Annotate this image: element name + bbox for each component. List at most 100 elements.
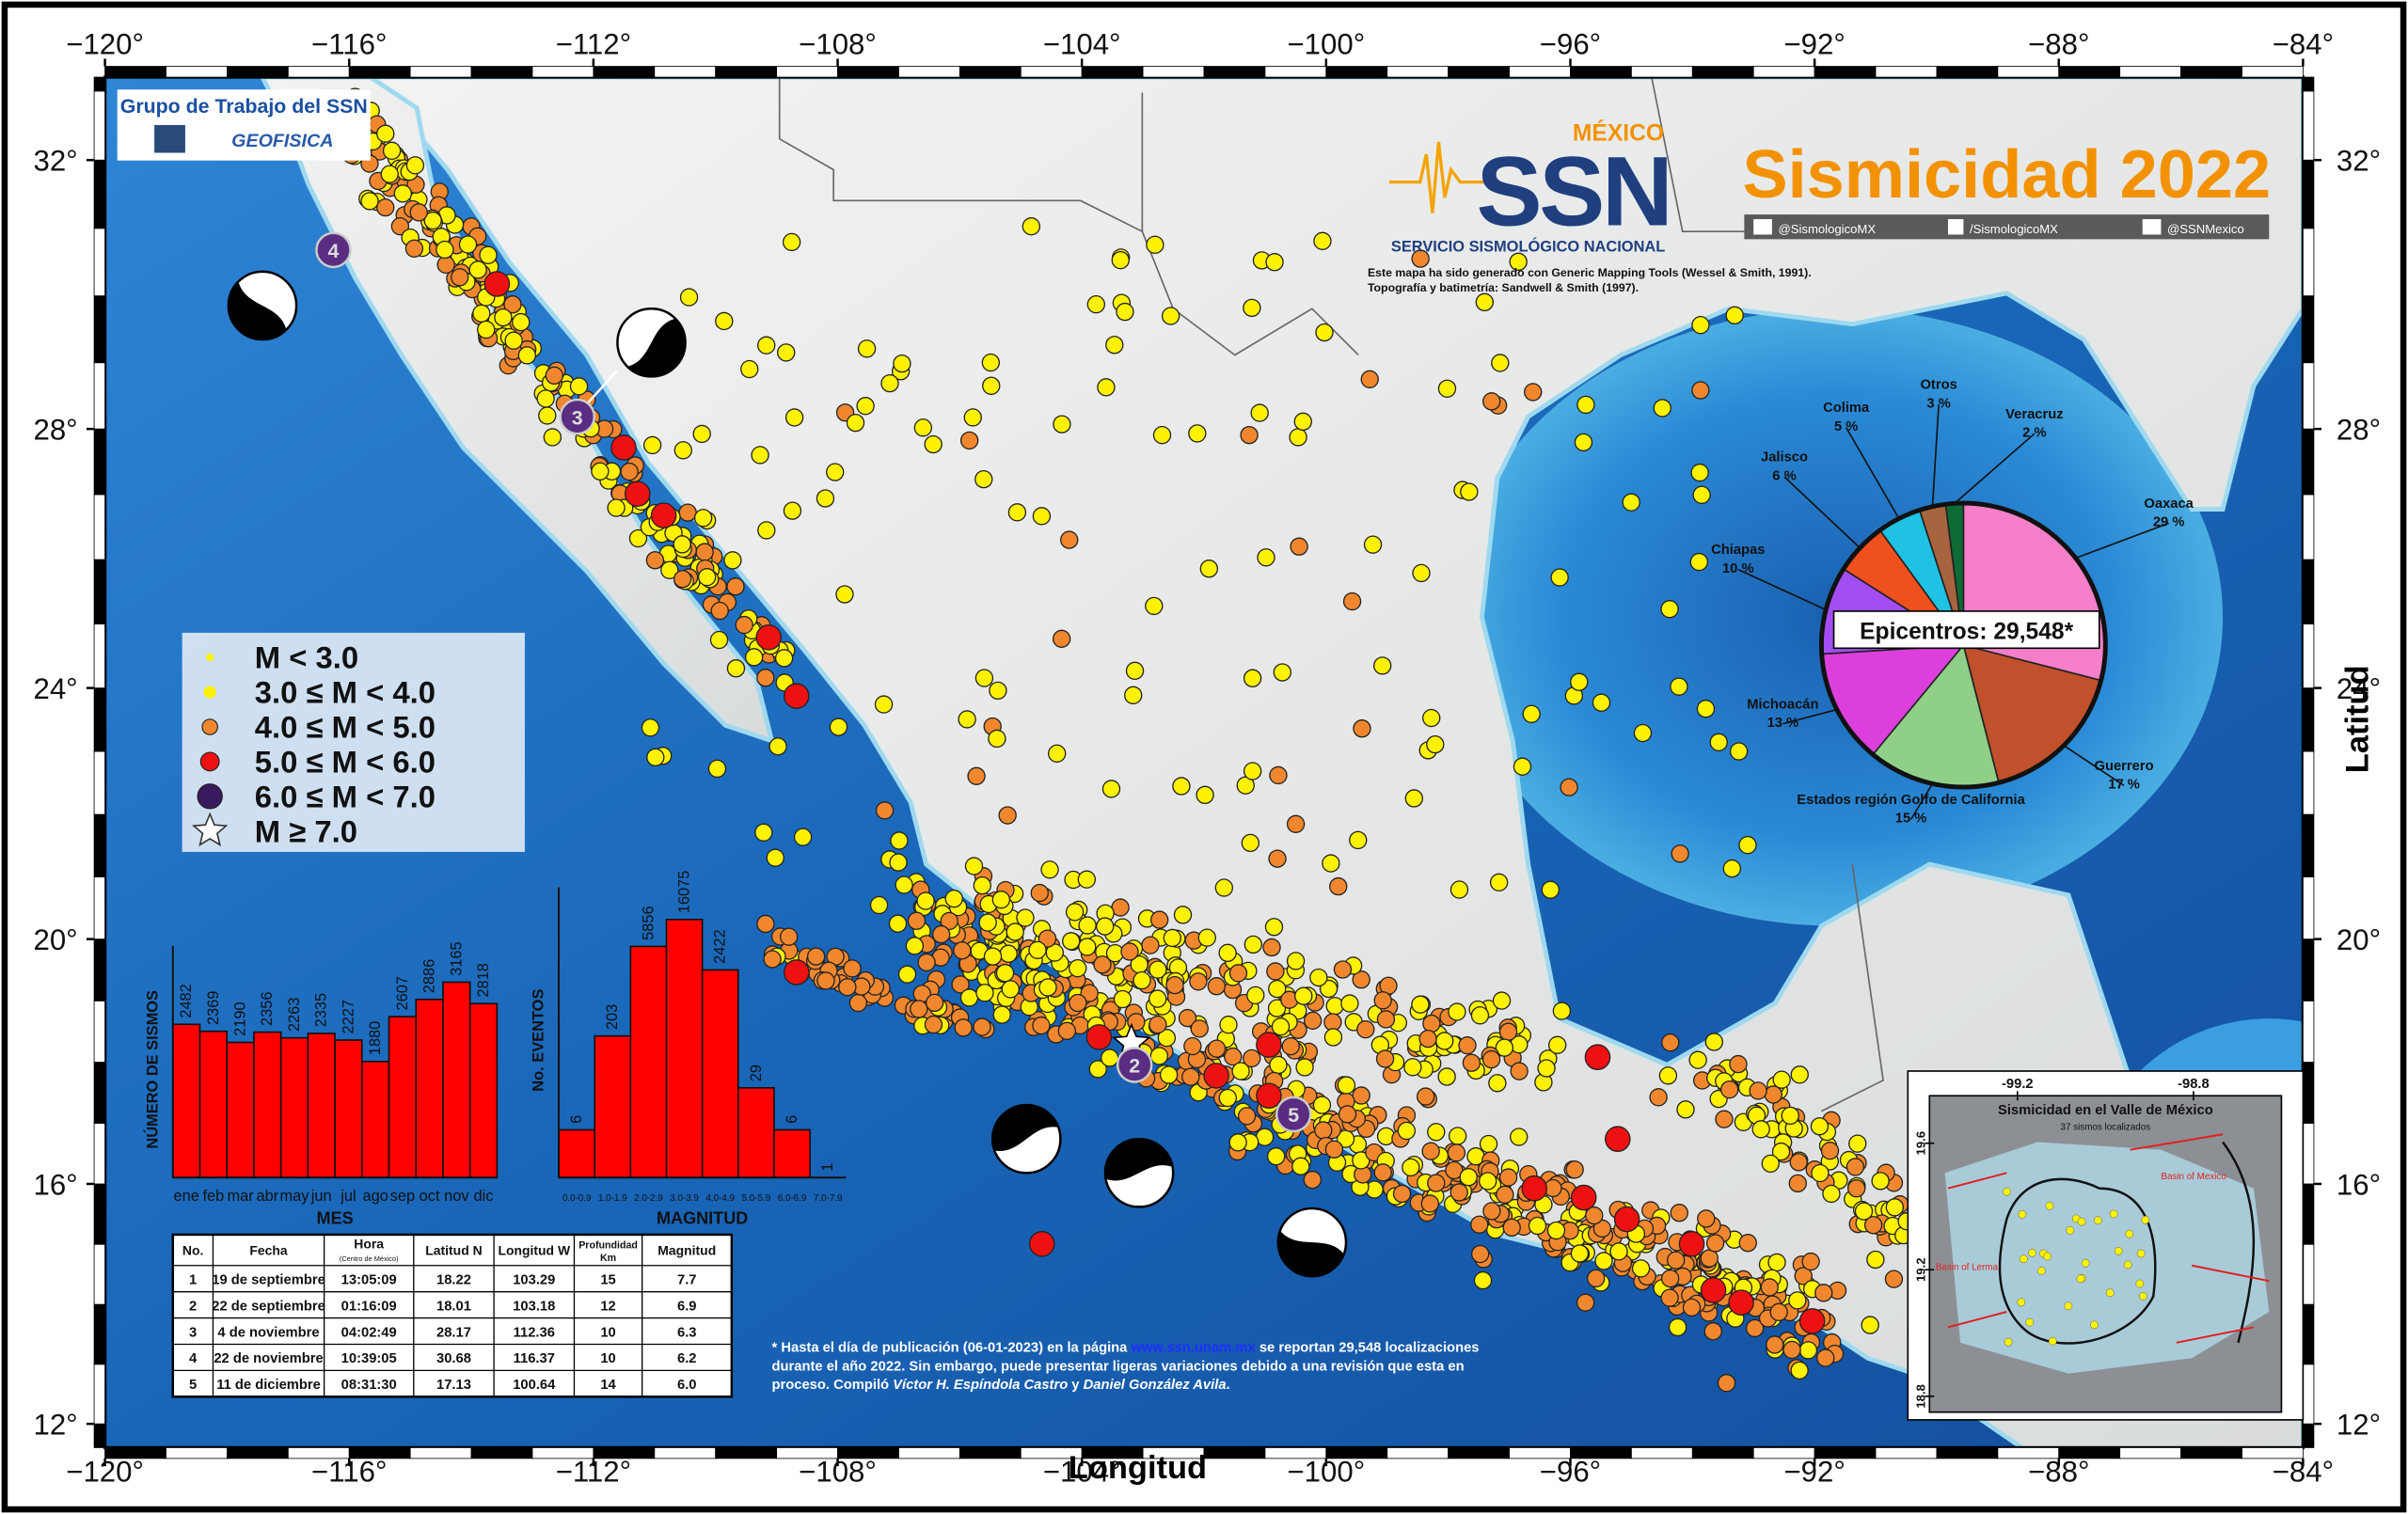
epicenter: [1173, 906, 1193, 924]
inset-label: Basin of Mexico: [2161, 1172, 2226, 1182]
epicenter: [974, 469, 993, 489]
frame-segment: [2303, 813, 2315, 877]
frame-segment: [93, 750, 105, 815]
inset-epicenter: [2090, 1320, 2099, 1330]
frame-segment: [2303, 938, 2315, 1001]
social-handle: /SismologicoMX: [1970, 222, 2058, 236]
pie-label: Chiapas: [1711, 543, 1765, 558]
x-tick-label: −100°: [1287, 27, 1365, 60]
frame-segment: [1570, 66, 1632, 78]
inset-y-tick-label: 19.6: [1913, 1131, 1927, 1156]
epicenter: [1016, 908, 1035, 927]
epicenter-m5: [1678, 1231, 1705, 1257]
borders: [778, 77, 2099, 1267]
epicenter: [1470, 1244, 1490, 1264]
frame-segment: [1814, 66, 1877, 78]
epicenter: [1101, 1049, 1119, 1067]
epicenter: [678, 503, 697, 522]
epicenter: [905, 937, 925, 955]
inset-y-tick-label: 18.8: [1913, 1384, 1927, 1409]
epicenter: [1489, 873, 1509, 892]
bar-value-label: 6: [568, 1115, 585, 1124]
epicenter: [1403, 1058, 1422, 1077]
pie-value-label: 5 %: [1834, 419, 1858, 434]
inset-subtitle: 37 sismos localizados: [2061, 1122, 2151, 1132]
epicenter: [697, 568, 717, 587]
epicenter: [1789, 1153, 1808, 1172]
frame-segment: [898, 66, 960, 78]
epicenter: [1801, 1252, 1820, 1271]
x-tick-label: 5.0-5.9: [742, 1193, 771, 1204]
epicenter: [1498, 1168, 1518, 1187]
frame-segment: [93, 1364, 105, 1425]
x-tick-label: −84°: [2273, 1456, 2334, 1489]
y-axis-label: Latitud: [2339, 665, 2375, 773]
frame-segment: [409, 66, 472, 78]
inset-epicenter: [2066, 1226, 2075, 1235]
epicenter: [1411, 249, 1430, 268]
epicenter: [1265, 253, 1284, 272]
epicenter: [1696, 700, 1716, 718]
epicenter: [991, 891, 1011, 909]
x-tick-label: oct: [420, 1188, 440, 1205]
histogram-bar: [558, 1128, 596, 1179]
frame-segment: [2303, 559, 2315, 625]
epicenter: [1120, 942, 1139, 961]
epicenter: [988, 729, 1006, 749]
epicenter: [1450, 880, 1469, 899]
epicenter: [1314, 1121, 1333, 1140]
epicenter: [1329, 876, 1348, 896]
epicenter: [897, 965, 917, 984]
x-tick-label: −104°: [1043, 1456, 1121, 1489]
epicenter: [735, 615, 753, 635]
epicenter: [360, 192, 379, 211]
frame-segment: [2303, 76, 2315, 92]
epicenter: [816, 489, 835, 508]
bar-value-label: 2335: [313, 993, 330, 1028]
epicenter: [642, 435, 662, 455]
y-tick-label: 16°: [34, 1168, 78, 1201]
frame-segment: [1325, 66, 1388, 78]
legend-label: M < 3.0: [255, 640, 358, 675]
epicenter: [959, 988, 979, 1007]
epicenter: [1668, 1317, 1687, 1337]
epicenter: [1658, 1066, 1678, 1085]
epicenter: [1052, 629, 1071, 648]
x-axis-label: Longitud: [1069, 1450, 1207, 1486]
epicenter: [757, 336, 776, 355]
epicenter: [1788, 1174, 1807, 1193]
epicenter: [1286, 952, 1306, 970]
epicenter: [816, 971, 835, 990]
epicenter: [376, 124, 395, 143]
epicenter: [1141, 936, 1160, 954]
epicenter: [1286, 814, 1306, 833]
epicenter: [1077, 870, 1097, 889]
epicenter: [1228, 1133, 1247, 1152]
epicenter: [1342, 591, 1362, 611]
pie-leader: [2063, 745, 2125, 787]
geofisica: GEOFISICA: [231, 131, 333, 151]
epicenter: [1340, 994, 1359, 1013]
frame-segment: [2303, 1303, 2315, 1365]
epicenter: [1725, 306, 1744, 325]
histogram-bar: [253, 1031, 282, 1179]
epicenter: [1810, 1117, 1830, 1136]
epicenter: [1402, 1158, 1420, 1177]
histogram-bar: [468, 1002, 499, 1179]
epicenter: [768, 737, 787, 756]
epicenter: [1006, 923, 1024, 941]
epicenter: [1125, 661, 1145, 681]
frame-segment: [958, 66, 1022, 78]
focal-mechanism: [992, 1105, 1059, 1151]
histogram-bar: [737, 1086, 775, 1179]
epicenter: [1149, 1047, 1169, 1065]
epicenter: [1462, 1053, 1481, 1072]
epicenter: [1510, 1062, 1529, 1080]
frame-segment: [2303, 1000, 2315, 1063]
pie-value-label: 6 %: [1772, 468, 1796, 483]
footnote-line: proceso. Compiló Víctor H. Espíndola Cas…: [772, 1378, 1230, 1393]
table-cell: 5: [189, 1378, 197, 1393]
event-marker: [1116, 1047, 1153, 1083]
epicenter: [1294, 986, 1313, 1005]
